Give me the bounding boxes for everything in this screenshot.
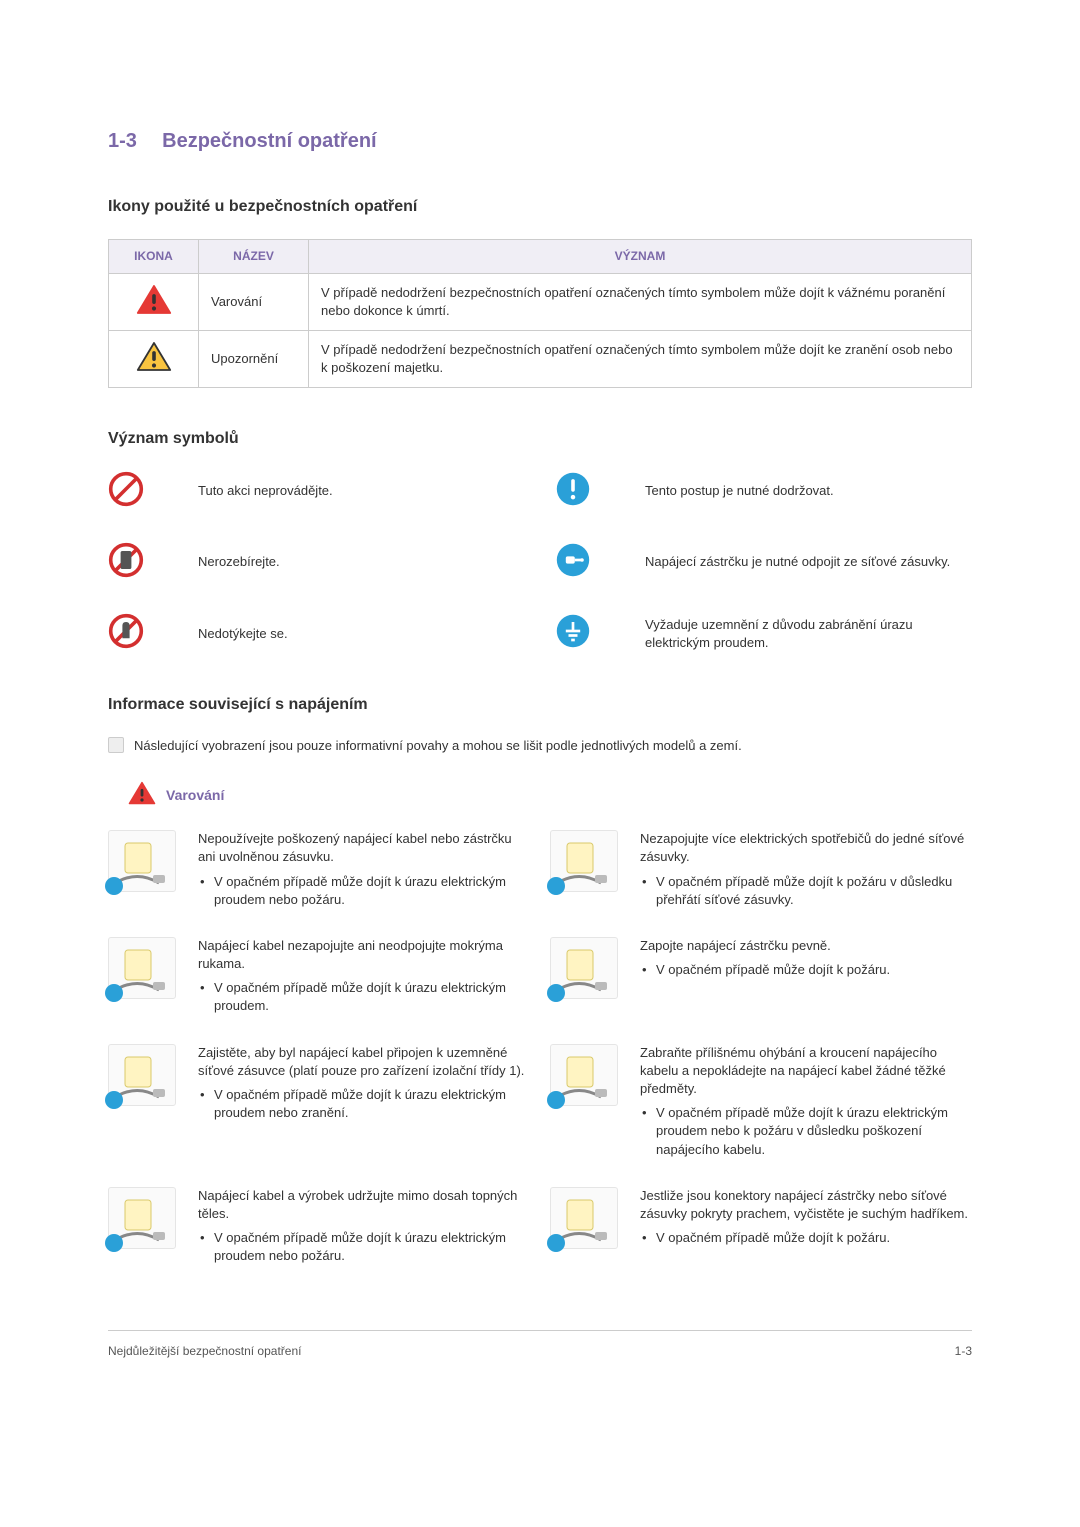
symbol-text: Tento postup je nutné dodržovat.: [645, 482, 972, 500]
power-item-bullet: V opačném případě může dojít k úrazu ele…: [198, 979, 530, 1015]
power-item-bullets: V opačném případě může dojít k úrazu ele…: [198, 873, 530, 909]
symbols-grid: Tuto akci neprovádějte. Tento postup je …: [108, 471, 972, 655]
symbols-heading: Význam symbolů: [108, 428, 972, 450]
icon-name-cell: Upozornění: [199, 330, 309, 387]
symbol-text: Nedotýkejte se.: [198, 625, 525, 643]
power-item-bullets: V opačném případě může dojít k požáru.: [640, 961, 972, 979]
section-number: 1-3: [108, 130, 137, 152]
power-item: Zabraňte přílišnému ohýbání a kroucení n…: [640, 1044, 972, 1163]
symbol-text: Napájecí zástrčku je nutné odpojit ze sí…: [645, 553, 972, 571]
icon-table-body: VarováníV případě nedodržení bezpečnostn…: [109, 273, 972, 388]
power-item: Napájecí kabel nezapojujte ani neodpojuj…: [198, 937, 530, 1020]
power-item-bullet: V opačném případě může dojít k požáru.: [640, 961, 972, 979]
illustration-icon: [550, 1044, 618, 1106]
illustration-icon: [108, 830, 176, 892]
col-icon: IKONA: [109, 239, 199, 273]
power-item-main: Napájecí kabel nezapojujte ani neodpojuj…: [198, 937, 530, 973]
illustration-icon: [550, 1187, 618, 1249]
caution-icon: [109, 330, 199, 387]
unplug-icon: [555, 542, 615, 583]
warning-header: Varování: [128, 781, 972, 810]
col-meaning: VÝZNAM: [309, 239, 972, 273]
power-item: Napájecí kabel a výrobek udržujte mimo d…: [198, 1187, 530, 1270]
illustration-icon: [108, 1187, 176, 1249]
power-item: Nepoužívejte poškozený napájecí kabel ne…: [198, 830, 530, 913]
power-item-main: Zajistěte, aby byl napájecí kabel připoj…: [198, 1044, 530, 1080]
icon-meaning-cell: V případě nedodržení bezpečnostních opat…: [309, 330, 972, 387]
note-icon: [108, 737, 124, 753]
power-item-bullets: V opačném případě může dojít k úrazu ele…: [640, 1104, 972, 1159]
warning-icon: [109, 273, 199, 330]
power-note-row: Následující vyobrazení jsou pouze inform…: [108, 737, 972, 755]
power-item-main: Zabraňte přílišnému ohýbání a kroucení n…: [640, 1044, 972, 1099]
symbol-text: Vyžaduje uzemnění z důvodu zabránění úra…: [645, 616, 972, 652]
power-item: Nezapojujte více elektrických spotřebičů…: [640, 830, 972, 913]
table-row: UpozorněníV případě nedodržení bezpečnos…: [109, 330, 972, 387]
footer-left: Nejdůležitější bezpečnostní opatření: [108, 1343, 301, 1360]
ground-icon: [555, 613, 615, 654]
power-item: Zajistěte, aby byl napájecí kabel připoj…: [198, 1044, 530, 1127]
no-disassemble-icon: [108, 542, 168, 583]
power-item: Jestliže jsou konektory napájecí zástrčk…: [640, 1187, 972, 1252]
power-note-text: Následující vyobrazení jsou pouze inform…: [134, 737, 742, 755]
illustration-icon: [108, 1044, 176, 1106]
col-name: NÁZEV: [199, 239, 309, 273]
icons-heading: Ikony použité u bezpečnostních opatření: [108, 196, 972, 218]
warning-triangle-icon: [128, 781, 156, 810]
power-item-bullets: V opačném případě může dojít k požáru v …: [640, 873, 972, 909]
power-item: Zapojte napájecí zástrčku pevně. V opačné…: [640, 937, 972, 983]
power-item-bullet: V opačném případě může dojít k úrazu ele…: [640, 1104, 972, 1159]
no-touch-icon: [108, 613, 168, 654]
warning-header-text: Varování: [166, 786, 224, 806]
power-heading: Informace související s napájením: [108, 694, 972, 716]
power-item-main: Zapojte napájecí zástrčku pevně.: [640, 937, 972, 955]
power-item-main: Jestliže jsou konektory napájecí zástrčk…: [640, 1187, 972, 1223]
illustration-icon: [550, 830, 618, 892]
power-item-bullet: V opačném případě může dojít k úrazu ele…: [198, 873, 530, 909]
section-title: Bezpečnostní opatření: [162, 130, 376, 152]
must-icon: [555, 471, 615, 512]
power-item-bullet: V opačném případě může dojít k požáru.: [640, 1229, 972, 1247]
illustration-icon: [550, 937, 618, 999]
power-item-bullets: V opačném případě může dojít k úrazu ele…: [198, 979, 530, 1015]
icon-name-cell: Varování: [199, 273, 309, 330]
power-item-bullets: V opačném případě může dojít k úrazu ele…: [198, 1229, 530, 1265]
symbol-text: Tuto akci neprovádějte.: [198, 482, 525, 500]
power-item-main: Nepoužívejte poškozený napájecí kabel ne…: [198, 830, 530, 866]
symbol-text: Nerozebírejte.: [198, 553, 525, 571]
power-item-main: Napájecí kabel a výrobek udržujte mimo d…: [198, 1187, 530, 1223]
illustration-icon: [108, 937, 176, 999]
footer-right: 1-3: [955, 1343, 972, 1360]
power-item-bullet: V opačném případě může dojít k úrazu ele…: [198, 1229, 530, 1265]
power-item-main: Nezapojujte více elektrických spotřebičů…: [640, 830, 972, 866]
icon-meaning-table: IKONA NÁZEV VÝZNAM VarováníV případě ned…: [108, 239, 972, 389]
power-item-bullets: V opačném případě může dojít k úrazu ele…: [198, 1086, 530, 1122]
section-heading: 1-3 Bezpečnostní opatření: [108, 120, 972, 156]
prohibit-icon: [108, 471, 168, 512]
power-items-grid: Nepoužívejte poškozený napájecí kabel ne…: [108, 830, 972, 1269]
icon-meaning-cell: V případě nedodržení bezpečnostních opat…: [309, 273, 972, 330]
table-row: VarováníV případě nedodržení bezpečnostn…: [109, 273, 972, 330]
power-item-bullets: V opačném případě může dojít k požáru.: [640, 1229, 972, 1247]
power-item-bullet: V opačném případě může dojít k požáru v …: [640, 873, 972, 909]
power-item-bullet: V opačném případě může dojít k úrazu ele…: [198, 1086, 530, 1122]
page-footer: Nejdůležitější bezpečnostní opatření 1-3: [108, 1330, 972, 1360]
